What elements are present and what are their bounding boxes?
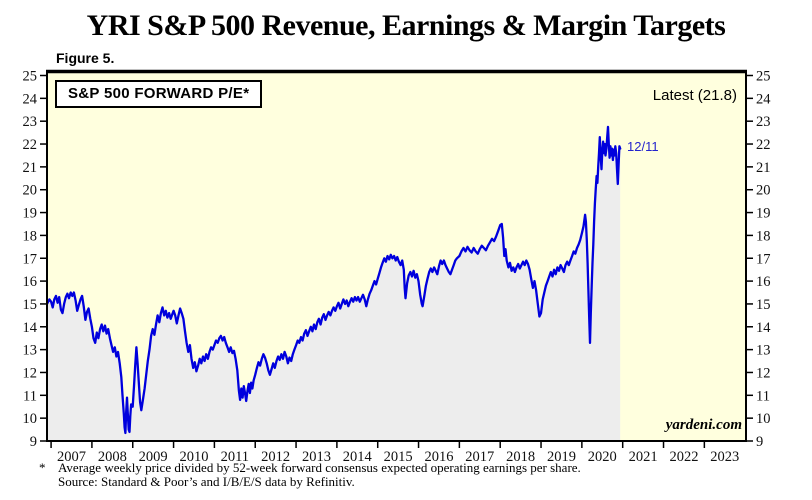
y-tick-label-right: 24 (756, 91, 771, 107)
y-tick-label-left: 9 (30, 434, 37, 450)
pe-area-fill (47, 126, 621, 442)
y-tick-label-left: 11 (23, 388, 37, 404)
y-tick-label-right: 18 (756, 228, 771, 244)
y-tick-label-right: 25 (756, 69, 771, 85)
y-tick-label-right: 15 (756, 297, 771, 313)
y-tick-label-left: 21 (23, 160, 38, 176)
y-tick-label-left: 23 (23, 114, 38, 130)
y-tick-label-right: 23 (756, 114, 771, 130)
y-tick-label-right: 12 (756, 365, 771, 381)
pe-line (45, 125, 622, 435)
series-title-box: S&P 500 FORWARD P/E* (55, 80, 263, 108)
footnote-text: Average weekly price divided by 52-week … (58, 461, 581, 488)
footnote-marker: * (39, 460, 46, 475)
y-tick-label-left: 16 (23, 274, 38, 290)
x-tick-label: 2012 (261, 449, 290, 465)
y-tick-label-left: 10 (23, 411, 38, 427)
y-tick-label-left: 15 (23, 297, 38, 313)
y-tick-label-right: 14 (756, 320, 771, 336)
figure-label: Figure 5. (56, 50, 115, 66)
x-tick-label: 2020 (588, 449, 617, 465)
y-tick-label-right: 13 (756, 343, 771, 359)
y-tick-label-left: 25 (23, 69, 38, 85)
latest-value-annotation: Latest (21.8) (652, 87, 737, 104)
y-tick-label-right: 17 (756, 251, 771, 267)
x-tick-label: 2008 (98, 449, 127, 465)
x-tick-label: 2018 (506, 449, 535, 465)
y-tick-label-left: 22 (23, 137, 38, 153)
footnote-line2: Source: Standard & Poor’s and I/B/E/S da… (58, 473, 355, 489)
yardeni-watermark: yardeni.com (665, 417, 742, 433)
y-tick-label-right: 20 (756, 183, 771, 199)
x-tick-label: 2016 (424, 449, 453, 465)
y-tick-label-left: 24 (23, 91, 38, 107)
y-tick-label-left: 17 (23, 251, 38, 267)
y-tick-label-right: 16 (756, 274, 771, 290)
x-tick-label: 2021 (629, 449, 658, 465)
x-tick-label: 2014 (343, 449, 373, 465)
y-tick-label-right: 19 (756, 206, 771, 222)
page-title: YRI S&P 500 Revenue, Earnings & Margin T… (86, 9, 726, 42)
x-tick-label: 2010 (179, 449, 208, 465)
y-tick-label-right: 22 (756, 137, 771, 153)
y-tick-label-left: 12 (23, 365, 38, 381)
y-tick-label-right: 11 (756, 388, 770, 404)
y-tick-label-right: 9 (756, 434, 763, 450)
x-tick-label: 2007 (57, 449, 86, 465)
x-tick-label: 2019 (547, 449, 576, 465)
y-tick-label-right: 10 (756, 411, 771, 427)
x-tick-label: 2013 (302, 449, 331, 465)
x-tick-label: 2011 (221, 449, 249, 465)
y-tick-label-right: 21 (756, 160, 771, 176)
y-tick-label-left: 20 (23, 183, 38, 199)
y-tick-label-left: 19 (23, 206, 38, 222)
y-tick-label-left: 18 (23, 228, 38, 244)
footnote-line1: Average weekly price divided by 52-week … (58, 460, 581, 475)
y-tick-label-left: 14 (23, 320, 38, 336)
x-tick-label: 2023 (710, 449, 739, 465)
x-tick-label: 2009 (139, 449, 168, 465)
footnote: * Average weekly price divided by 52-wee… (39, 461, 581, 488)
y-tick-label-left: 13 (23, 343, 38, 359)
x-tick-label: 2022 (669, 449, 698, 465)
x-tick-label: 2017 (465, 449, 494, 465)
line-end-date-annotation: 12/11 (627, 139, 659, 154)
x-tick-label: 2015 (384, 449, 413, 465)
